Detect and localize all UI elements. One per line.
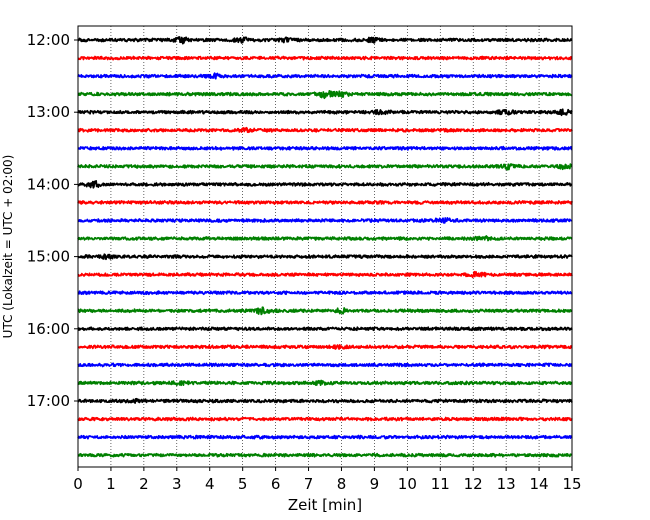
trace-1500 (77, 253, 573, 261)
y-tick-label-3: 15:00 (27, 248, 70, 266)
x-tick-label-4: 4 (205, 475, 215, 493)
trace-1300 (77, 108, 573, 117)
trace-1730 (77, 434, 573, 440)
y-tick-label-0: 12:00 (27, 31, 70, 49)
x-axis-ticks: 0 1 2 3 4 5 6 7 8 9 10 11 12 13 14 15 (73, 467, 582, 493)
y-axis-ticks: 12:00 13:00 14:00 15:00 16:00 17:00 (27, 31, 78, 410)
x-tick-label-7: 7 (304, 475, 314, 493)
trace-1645 (77, 379, 573, 387)
trace-1745 (77, 452, 573, 458)
trace-1630 (77, 362, 573, 368)
trace-1230 (77, 72, 573, 80)
trace-1400 (77, 179, 573, 189)
x-tick-label-1: 1 (106, 475, 116, 493)
y-axis-label: UTC (Lokalzeit = UTC + 02:00) (1, 155, 15, 339)
trace-1530 (77, 290, 573, 296)
x-tick-label-12: 12 (464, 475, 483, 493)
x-tick-label-2: 2 (139, 475, 149, 493)
trace-series (77, 36, 573, 458)
trace-1200 (77, 36, 573, 45)
trace-1445 (77, 235, 573, 242)
y-tick-label-4: 16:00 (27, 320, 70, 338)
x-tick-label-5: 5 (238, 475, 248, 493)
trace-1600 (77, 326, 573, 332)
x-tick-label-11: 11 (431, 475, 450, 493)
y-tick-label-2: 14:00 (27, 175, 70, 193)
x-axis-label: Zeit [min] (288, 496, 362, 514)
trace-1315 (77, 126, 573, 134)
trace-1515 (77, 270, 573, 279)
x-tick-label-10: 10 (398, 475, 417, 493)
x-tick-label-6: 6 (271, 475, 281, 493)
x-tick-label-15: 15 (562, 475, 581, 493)
x-tick-label-14: 14 (530, 475, 549, 493)
y-tick-label-5: 17:00 (27, 392, 70, 410)
trace-1245 (77, 90, 573, 100)
trace-1215 (77, 55, 573, 61)
trace-1615 (77, 343, 573, 350)
y-tick-label-1: 13:00 (27, 103, 70, 121)
trace-1545 (77, 306, 573, 316)
trace-1415 (77, 200, 573, 205)
trace-1715 (77, 416, 573, 422)
plot-frame (77, 25, 573, 468)
x-tick-label-9: 9 (370, 475, 380, 493)
trace-1345 (77, 163, 573, 171)
x-tick-label-8: 8 (337, 475, 347, 493)
trace-1330 (77, 145, 573, 151)
x-tick-label-0: 0 (73, 475, 83, 493)
x-tick-label-3: 3 (172, 475, 182, 493)
trace-1700 (77, 397, 573, 404)
x-tick-label-13: 13 (497, 475, 516, 493)
trace-1430 (77, 216, 573, 224)
